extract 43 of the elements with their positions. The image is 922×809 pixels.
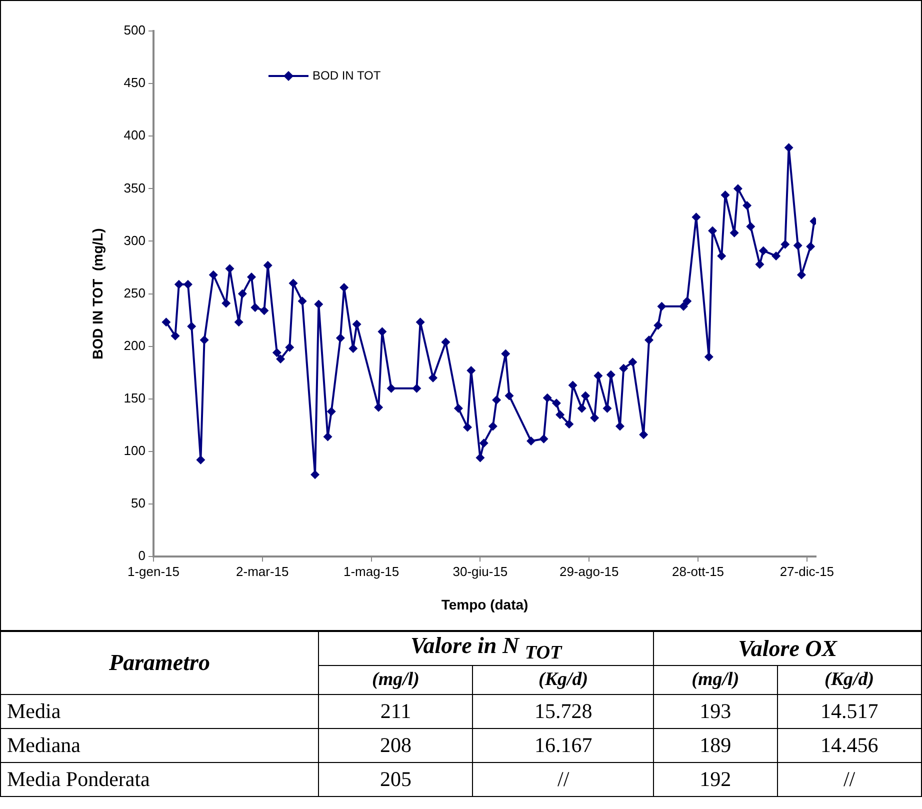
text: (mg/l) xyxy=(318,666,473,694)
y-tick-label: 450 xyxy=(124,75,146,90)
text: // xyxy=(777,762,922,796)
text: (mg/l) xyxy=(654,666,778,694)
text: 192 xyxy=(654,762,778,796)
text: (Kg/d) xyxy=(777,666,922,694)
text: 15.728 xyxy=(472,694,654,728)
text: Valore in N $_{TOT}$ xyxy=(318,632,654,666)
text: Parametro xyxy=(0,632,319,694)
x-tick-label: 27-dic-15 xyxy=(780,564,834,579)
text: Media Ponderata xyxy=(0,762,319,796)
y-tick-label: 500 xyxy=(124,22,146,38)
y-tick-label: 350 xyxy=(124,180,146,196)
text: (Kg/d) xyxy=(472,666,654,694)
y-tick-label: 100 xyxy=(124,443,146,458)
text: 211 xyxy=(318,694,473,728)
y-axis-title: BOD IN TOT (mg/L) xyxy=(89,228,106,360)
x-tick-label: 2-mar-15 xyxy=(236,564,289,579)
y-tick-label: 0 xyxy=(138,548,146,564)
y-tick-label: 200 xyxy=(124,338,146,353)
y-tick-label: 50 xyxy=(131,496,146,511)
text: 193 xyxy=(654,694,778,728)
x-tick-label: 1-gen-15 xyxy=(127,564,180,579)
text: // xyxy=(472,762,654,796)
text: 16.167 xyxy=(472,728,654,762)
text: 189 xyxy=(654,728,778,762)
text: 14.456 xyxy=(777,728,922,762)
text: Valore OX xyxy=(654,632,922,666)
y-tick-label: 300 xyxy=(124,232,146,248)
text: 205 xyxy=(318,762,473,796)
legend-label: BOD IN TOT xyxy=(312,68,382,82)
y-tick-label: 400 xyxy=(124,128,146,143)
text: Media xyxy=(0,694,319,728)
text: 14.517 xyxy=(777,694,922,728)
x-tick-label: 1-mag-15 xyxy=(343,564,400,579)
text: 208 xyxy=(318,728,473,762)
text: Mediana xyxy=(0,728,319,762)
y-tick-label: 250 xyxy=(124,285,146,300)
x-axis-title: Tempo (data) xyxy=(441,596,528,612)
x-tick-label: 30-giu-15 xyxy=(452,564,508,579)
x-tick-label: 28-ott-15 xyxy=(672,564,724,579)
x-tick-label: 29-ago-15 xyxy=(559,564,619,579)
y-tick-label: 150 xyxy=(124,390,146,406)
